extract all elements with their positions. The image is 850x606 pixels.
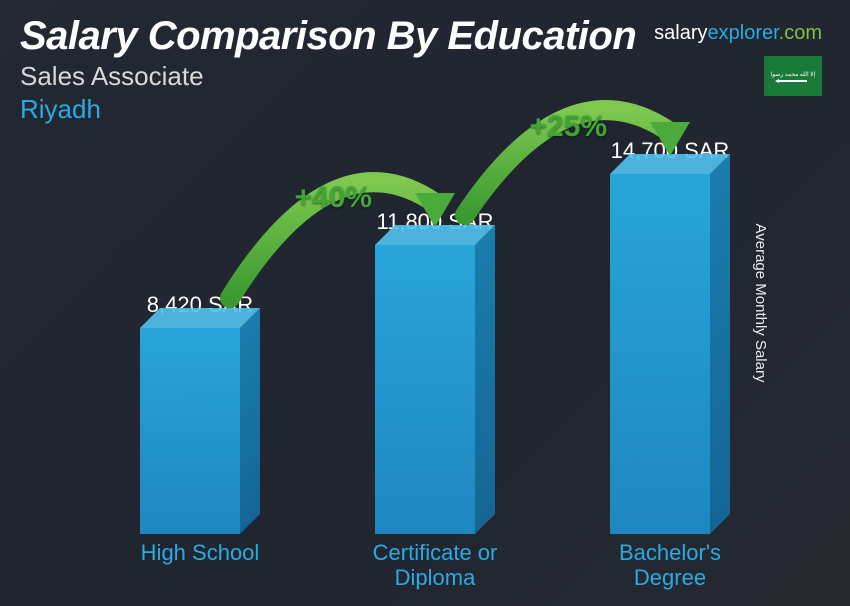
brand-logo: salaryexplorer.com: [654, 22, 822, 45]
svg-text:لا إله إلا الله محمد رسول الله: لا إله إلا الله محمد رسول الله: [771, 71, 815, 78]
x-axis-label: Bachelor'sDegree: [580, 540, 760, 591]
brand-part1: salary: [654, 22, 707, 44]
x-axis-labels: High School Certificate orDiploma Bachelor…: [80, 540, 780, 598]
bar-chart: 8,420 SAR11,800 SAR14,700 SAR+40%+25%: [80, 154, 780, 534]
brand-part3: .com: [779, 22, 822, 44]
x-axis-label: Certificate orDiploma: [345, 540, 525, 591]
country-flag-icon: لا إله إلا الله محمد رسول الله: [764, 56, 822, 96]
x-axis-label: High School: [110, 540, 290, 565]
brand-part2: explorer: [708, 22, 779, 44]
increase-arrow-icon: [80, 94, 780, 534]
chart-subtitle: Sales Associate: [20, 61, 830, 92]
increase-pct-label: +25%: [530, 110, 608, 144]
